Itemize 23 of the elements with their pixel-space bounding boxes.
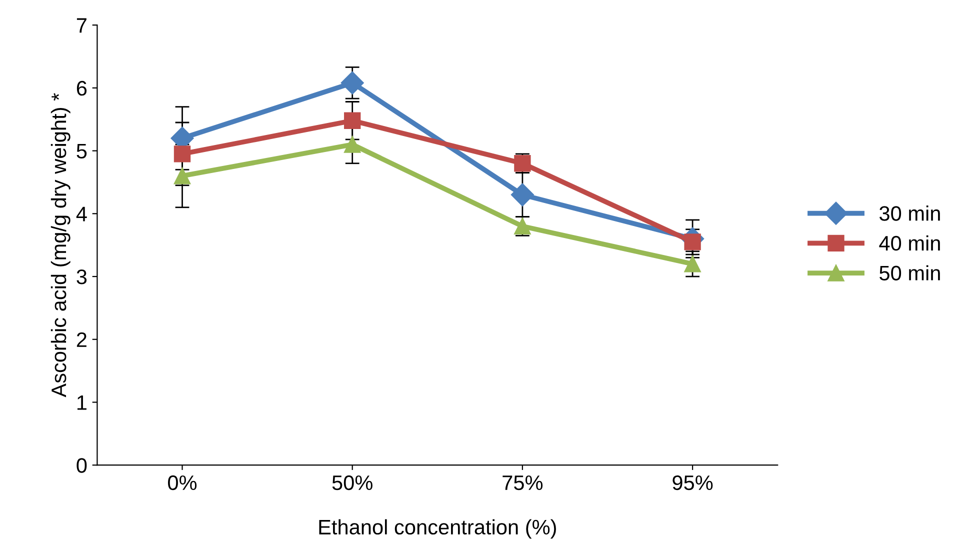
y-tick-label: 6	[76, 80, 87, 96]
y-tick-label: 2	[76, 332, 86, 347]
y-tick-label: 0	[76, 458, 87, 473]
y-axis-title: Ascorbic acid (mg/g dry weight) *	[50, 93, 70, 398]
x-tick-label: 0%	[168, 475, 197, 490]
point	[174, 146, 191, 162]
legend-label: 50 min	[880, 265, 940, 281]
y-tick-label: 7	[76, 18, 86, 33]
x-tick-label: 75%	[502, 475, 543, 490]
y-tick-label: 1	[77, 395, 86, 410]
legend-label: 30 min	[880, 206, 940, 221]
y-tick-label: 3	[76, 270, 87, 284]
y-tick-label: 5	[76, 144, 87, 159]
x-axis-title: Ethanol concentration (%)	[319, 519, 556, 539]
y-tick-label: 4	[76, 206, 87, 222]
x-tick-label: 95%	[672, 475, 713, 490]
point	[340, 71, 364, 94]
point	[510, 183, 534, 206]
x-tick-label: 50%	[332, 475, 372, 490]
point	[344, 136, 361, 153]
point	[174, 168, 191, 184]
legend-label: 40 min	[879, 235, 940, 251]
point	[344, 112, 361, 129]
